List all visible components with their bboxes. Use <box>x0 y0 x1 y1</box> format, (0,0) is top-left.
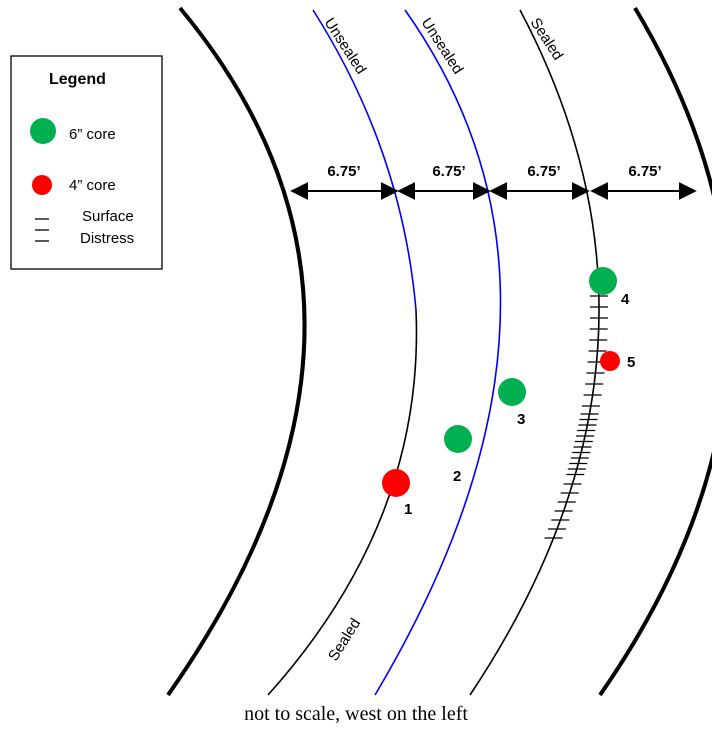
core-label-5: 5 <box>627 354 635 371</box>
legend-label-4in-core: 4” core <box>69 177 116 194</box>
core-label-4: 4 <box>621 291 630 308</box>
core-4 <box>589 267 617 295</box>
lane-line-1-sealed <box>267 309 418 696</box>
caption: not to scale, west on the left <box>244 703 468 725</box>
left-pavement-edge <box>166 6 307 697</box>
lane-label-3: Sealed <box>527 15 567 63</box>
core-2 <box>444 425 472 453</box>
tick-marks-icon <box>35 218 49 242</box>
legend-title: Legend <box>49 71 106 88</box>
width-label-3: 6.75’ <box>527 163 560 180</box>
lane-line-1-unsealed <box>312 9 417 311</box>
legend-label-surface-distress: Surface Distress <box>80 208 138 247</box>
surface-distress-marks <box>544 295 608 539</box>
lane-label-2: Unsealed <box>418 15 467 77</box>
lane-line-2-unsealed <box>374 9 502 696</box>
core-label-2: 2 <box>453 468 461 485</box>
legend-label-6in-core: 6” core <box>69 126 116 143</box>
small-dot-icon <box>32 175 52 195</box>
legend-box <box>10 55 163 270</box>
lane-label-1: Unsealed <box>321 15 370 77</box>
core-1 <box>382 469 410 497</box>
legend: Legend 6” core 4” core Surface Distress <box>10 55 163 270</box>
core-3 <box>498 378 526 406</box>
bottom-lane-label: Sealed <box>325 615 364 664</box>
lane-line-3-sealed <box>469 9 600 696</box>
core-label-3: 3 <box>517 411 525 428</box>
width-label-1: 6.75’ <box>327 163 360 180</box>
right-pavement-edge <box>598 6 712 697</box>
width-label-4: 6.75’ <box>628 163 661 180</box>
large-dot-icon <box>30 118 56 144</box>
core-label-1: 1 <box>404 501 412 518</box>
core-5 <box>600 351 620 371</box>
lane-diagram: Unsealed Unsealed Sealed Sealed 6.75’ 6.… <box>10 6 712 697</box>
width-label-2: 6.75’ <box>432 163 465 180</box>
